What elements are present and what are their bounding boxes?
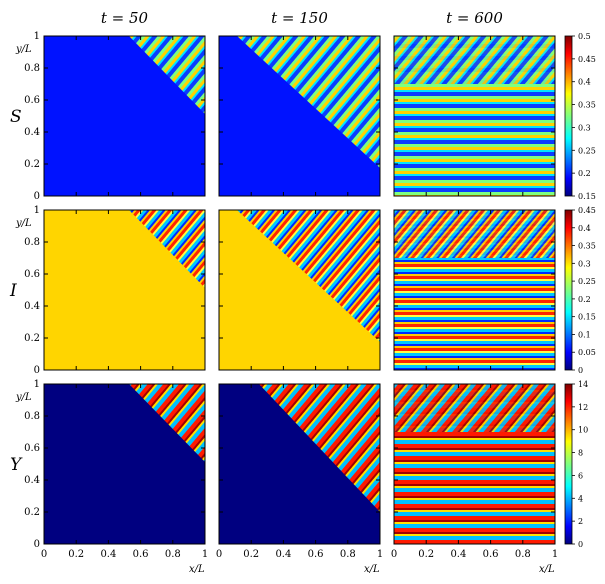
heatmap-panel-Y-t50 [43, 383, 206, 545]
colorbar-tick-label: 0.35 [578, 101, 596, 110]
column-title-1: t = 150 [271, 9, 328, 27]
x-tick-label: 0.4 [100, 549, 116, 560]
colorbar-tick-label: 6 [578, 471, 583, 480]
x-tick-label: 0.4 [275, 549, 291, 560]
heatmap-panel-I-t600 [393, 209, 556, 371]
y-tick-label: 0.4 [24, 475, 40, 486]
row-label-I: I [9, 281, 17, 301]
colorbar-tick-label: 0.5 [578, 32, 591, 41]
x-tick-label: 0.8 [165, 549, 181, 560]
colorbar-tick-label: 0.15 [578, 313, 596, 322]
colorbar-tick-label: 0.25 [578, 146, 596, 155]
y-tick-label: 1 [34, 205, 40, 216]
colorbar-tick-label: 2 [578, 517, 583, 526]
y-tick-label: 0.2 [24, 333, 40, 344]
column-title-2: t = 600 [446, 9, 503, 27]
y-tick-label: 0 [34, 539, 40, 550]
colorbar-tick-label: 0 [578, 366, 583, 375]
y-tick-label: 0.2 [24, 507, 40, 518]
heatmap-panel-I-t150 [218, 209, 381, 371]
colorbar-tick-label: 12 [578, 403, 588, 412]
colorbar-tick-label: 0.05 [578, 348, 596, 357]
x-tick-label: 0.8 [340, 549, 356, 560]
pattern-region [237, 210, 380, 342]
heatmap-panel-S-t50 [43, 35, 206, 197]
colorbar-tick-label: 0.4 [578, 78, 591, 87]
heatmap-panel-Y-t150 [218, 383, 381, 545]
colorbar-tick-label: 14 [578, 380, 588, 389]
colorbar-tick-label: 0.4 [578, 224, 591, 233]
x-tick-label: 1 [377, 549, 383, 560]
colorbar-tick-label: 0.45 [578, 206, 596, 215]
y-tick-label: 1 [34, 31, 40, 42]
row-label-Y: Y [10, 455, 23, 475]
colorbar-tick-label: 8 [578, 449, 583, 458]
x-tick-label: 1 [202, 549, 208, 560]
y-tick-label: 0 [34, 191, 40, 202]
y-tick-label: 0.2 [24, 159, 40, 170]
heatmap-panel-S-t600 [393, 35, 556, 197]
heatmap-panel-S-t150 [218, 35, 381, 197]
pattern-region [259, 384, 380, 512]
x-tick-label: 0.2 [68, 549, 84, 560]
colorbar-I [564, 209, 575, 371]
x-tick-label: 0 [216, 549, 222, 560]
y-tick-label: 0 [34, 365, 40, 376]
colorbar-tick-label: 0.2 [578, 295, 591, 304]
x-tick-label: 1 [552, 549, 558, 560]
pattern-region [129, 210, 205, 288]
x-tick-label: 0.6 [133, 549, 149, 560]
x-axis-label: x/L [189, 564, 205, 575]
y-axis-label: y/L [15, 218, 32, 229]
y-tick-label: 0.8 [24, 63, 40, 74]
y-tick-label: 0.6 [24, 269, 40, 280]
pattern-region [129, 384, 205, 462]
row-label-S: S [10, 107, 22, 127]
colorbar-tick-label: 0.3 [578, 259, 591, 268]
x-axis-label: x/L [364, 564, 380, 575]
y-axis-label: y/L [15, 392, 32, 403]
colorbar-Y [564, 383, 575, 545]
x-tick-label: 0.2 [418, 549, 434, 560]
colorbar-tick-label: 0.2 [578, 169, 591, 178]
y-tick-label: 0.4 [24, 301, 40, 312]
y-tick-label: 0.6 [24, 443, 40, 454]
x-tick-label: 0 [41, 549, 47, 560]
heatmap-panel-I-t50 [43, 209, 206, 371]
colorbar-tick-label: 0.35 [578, 242, 596, 251]
x-tick-label: 0 [391, 549, 397, 560]
x-axis-label: x/L [539, 564, 555, 575]
y-tick-label: 0.4 [24, 127, 40, 138]
x-tick-label: 0.8 [515, 549, 531, 560]
colorbar-tick-label: 4 [578, 494, 583, 503]
x-tick-label: 0.2 [243, 549, 259, 560]
colorbar-tick-label: 0.45 [578, 55, 596, 64]
x-tick-label: 0.6 [483, 549, 499, 560]
heatmap-panel-Y-t600 [393, 383, 556, 545]
colorbar-tick-label: 0.1 [578, 330, 591, 339]
colorbar-tick-label: 10 [578, 426, 588, 435]
column-title-0: t = 50 [101, 9, 149, 27]
y-tick-label: 0.8 [24, 237, 40, 248]
x-tick-label: 0.4 [450, 549, 466, 560]
colorbar-tick-label: 0.3 [578, 123, 591, 132]
colorbar-tick-label: 0.25 [578, 277, 596, 286]
y-tick-label: 0.8 [24, 411, 40, 422]
colorbar-tick-label: 0.15 [578, 192, 596, 201]
y-axis-label: y/L [15, 44, 32, 55]
pattern-region [129, 36, 205, 114]
colorbar-S [564, 35, 575, 197]
pattern-region [237, 36, 380, 168]
y-tick-label: 1 [34, 379, 40, 390]
y-tick-label: 0.6 [24, 95, 40, 106]
colorbar-tick-label: 0 [578, 540, 583, 549]
x-tick-label: 0.6 [308, 549, 324, 560]
